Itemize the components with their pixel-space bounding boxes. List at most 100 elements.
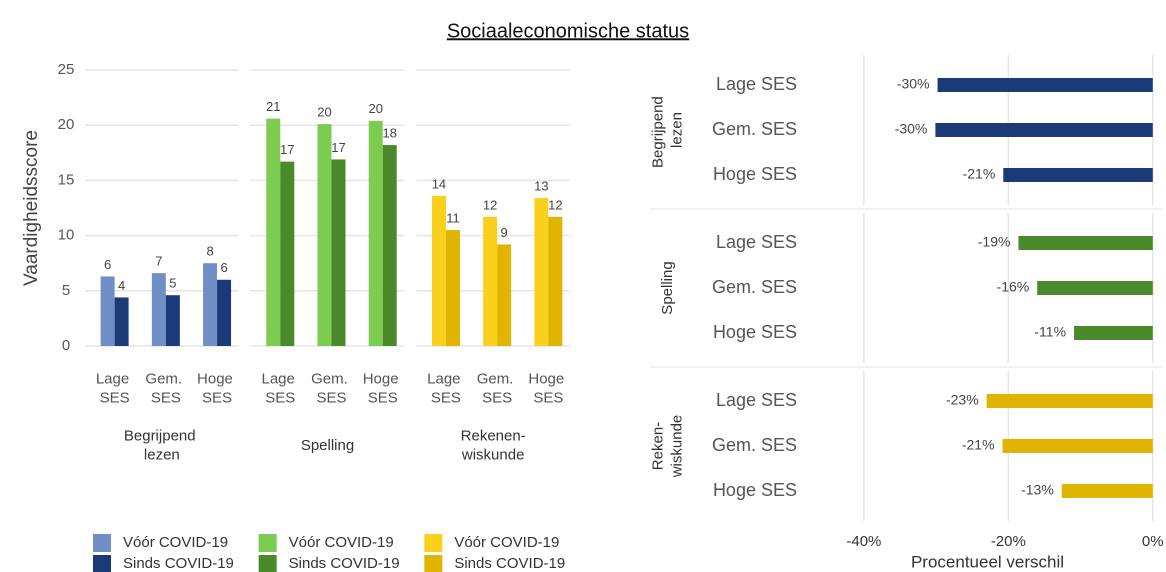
- y-tick-label: 10: [58, 227, 75, 244]
- y-tick-label: Lage SES: [716, 390, 797, 410]
- y-tick-label: 25: [58, 61, 75, 78]
- value-label: -11%: [1034, 324, 1066, 340]
- value-label: 4: [118, 278, 125, 293]
- y-tick-label: 20: [58, 116, 75, 133]
- bar: [1061, 484, 1153, 498]
- value-label: 8: [206, 244, 213, 259]
- bar: [534, 198, 549, 346]
- legend-swatch: [258, 555, 277, 572]
- bar: [266, 118, 281, 347]
- x-tick-label: Gem. SES: [477, 370, 518, 406]
- x-tick-label: 0%: [1142, 533, 1164, 550]
- bar: [986, 394, 1153, 408]
- value-label: -30%: [897, 76, 930, 92]
- x-tick-label: Hoge SES: [528, 370, 568, 406]
- legend-label: Vóór COVID-19: [289, 534, 394, 551]
- bar: [1002, 439, 1153, 453]
- bar: [280, 161, 295, 346]
- value-label: 9: [501, 225, 508, 240]
- legend-swatch: [424, 555, 443, 572]
- facet-label: Rekenen-wiskunde: [461, 427, 526, 463]
- bar: [1074, 326, 1153, 340]
- bar: [114, 297, 129, 346]
- value-label: 13: [534, 179, 548, 194]
- value-label: 11: [446, 211, 460, 226]
- x-tick-label: -40%: [846, 533, 881, 550]
- value-label: 6: [220, 260, 227, 275]
- facet-label: Reken-wiskunde: [649, 415, 685, 479]
- bar: [317, 124, 332, 346]
- bar: [1003, 168, 1153, 182]
- bar: [431, 195, 446, 346]
- y-tick-label: Hoge SES: [713, 322, 797, 342]
- bar: [100, 276, 115, 346]
- value-label: 17: [280, 142, 294, 157]
- value-label: 12: [548, 197, 562, 212]
- chart-title: Sociaaleconomische status: [447, 20, 689, 42]
- facet-label: Begrijpend lezen: [124, 427, 200, 463]
- bar: [548, 216, 563, 346]
- legend-label: Sinds COVID-19: [123, 555, 234, 572]
- legend-label: Vóór COVID-19: [454, 534, 559, 551]
- x-tick-label: Hoge SES: [363, 370, 403, 406]
- x-tick-label: Lage SES: [262, 370, 300, 406]
- value-label: -13%: [1021, 482, 1054, 498]
- value-label: 20: [317, 105, 331, 120]
- legend-label: Sinds COVID-19: [454, 555, 565, 572]
- legend-swatch: [424, 534, 443, 552]
- y-tick-label: Lage SES: [716, 74, 797, 94]
- x-tick-label: Lage SES: [427, 370, 465, 406]
- legend-label: Sinds COVID-19: [289, 555, 400, 572]
- value-label: -30%: [895, 121, 928, 137]
- value-label: -23%: [946, 392, 979, 408]
- value-label: -21%: [963, 166, 996, 182]
- bar: [1037, 281, 1153, 295]
- value-label: -21%: [962, 437, 995, 453]
- y-tick-label: 0: [62, 337, 70, 354]
- value-label: -16%: [997, 279, 1030, 295]
- bar: [497, 244, 512, 346]
- x-tick-label: Gem. SES: [145, 370, 186, 406]
- facet-label: Begrijpend lezen: [649, 92, 685, 168]
- y-tick-label: Gem. SES: [712, 277, 797, 297]
- value-label: 5: [169, 276, 176, 291]
- x-tick-label: Lage SES: [96, 370, 134, 406]
- bar: [368, 120, 383, 346]
- value-label: 7: [155, 254, 162, 269]
- bar: [935, 123, 1153, 137]
- legend-label: Vóór COVID-19: [123, 534, 228, 551]
- bar: [937, 78, 1153, 92]
- y-tick-label: Hoge SES: [713, 480, 797, 500]
- bar: [382, 145, 397, 346]
- bar: [331, 159, 346, 346]
- bar: [483, 216, 498, 346]
- y-tick-label: Gem. SES: [712, 119, 797, 139]
- value-label: 12: [483, 197, 497, 212]
- value-label: 14: [432, 176, 446, 191]
- value-label: 21: [266, 99, 280, 114]
- facet-label: Spelling: [301, 437, 354, 454]
- legend-swatch: [93, 534, 111, 552]
- value-label: 6: [104, 257, 111, 272]
- legend-swatch: [93, 555, 111, 572]
- x-axis-label: Procentueel verschil: [911, 552, 1064, 571]
- legend-swatch: [258, 534, 277, 552]
- x-tick-label: Hoge SES: [197, 370, 237, 406]
- facet-label: Spelling: [659, 261, 676, 314]
- bar: [151, 273, 166, 346]
- y-tick-label: 5: [62, 282, 70, 299]
- y-tick-label: Hoge SES: [713, 164, 797, 184]
- bar: [217, 279, 232, 346]
- bar: [203, 263, 218, 346]
- y-tick-label: Lage SES: [716, 232, 797, 252]
- x-tick-label: -20%: [991, 533, 1026, 550]
- y-axis-label: Vaardigheidsscore: [21, 130, 42, 286]
- x-tick-label: Gem. SES: [311, 370, 352, 406]
- value-label: 20: [368, 101, 382, 116]
- y-tick-label: Gem. SES: [712, 435, 797, 455]
- value-label: 18: [382, 126, 396, 141]
- value-label: 17: [331, 140, 345, 155]
- y-tick-label: 15: [58, 171, 75, 188]
- bar: [165, 295, 180, 346]
